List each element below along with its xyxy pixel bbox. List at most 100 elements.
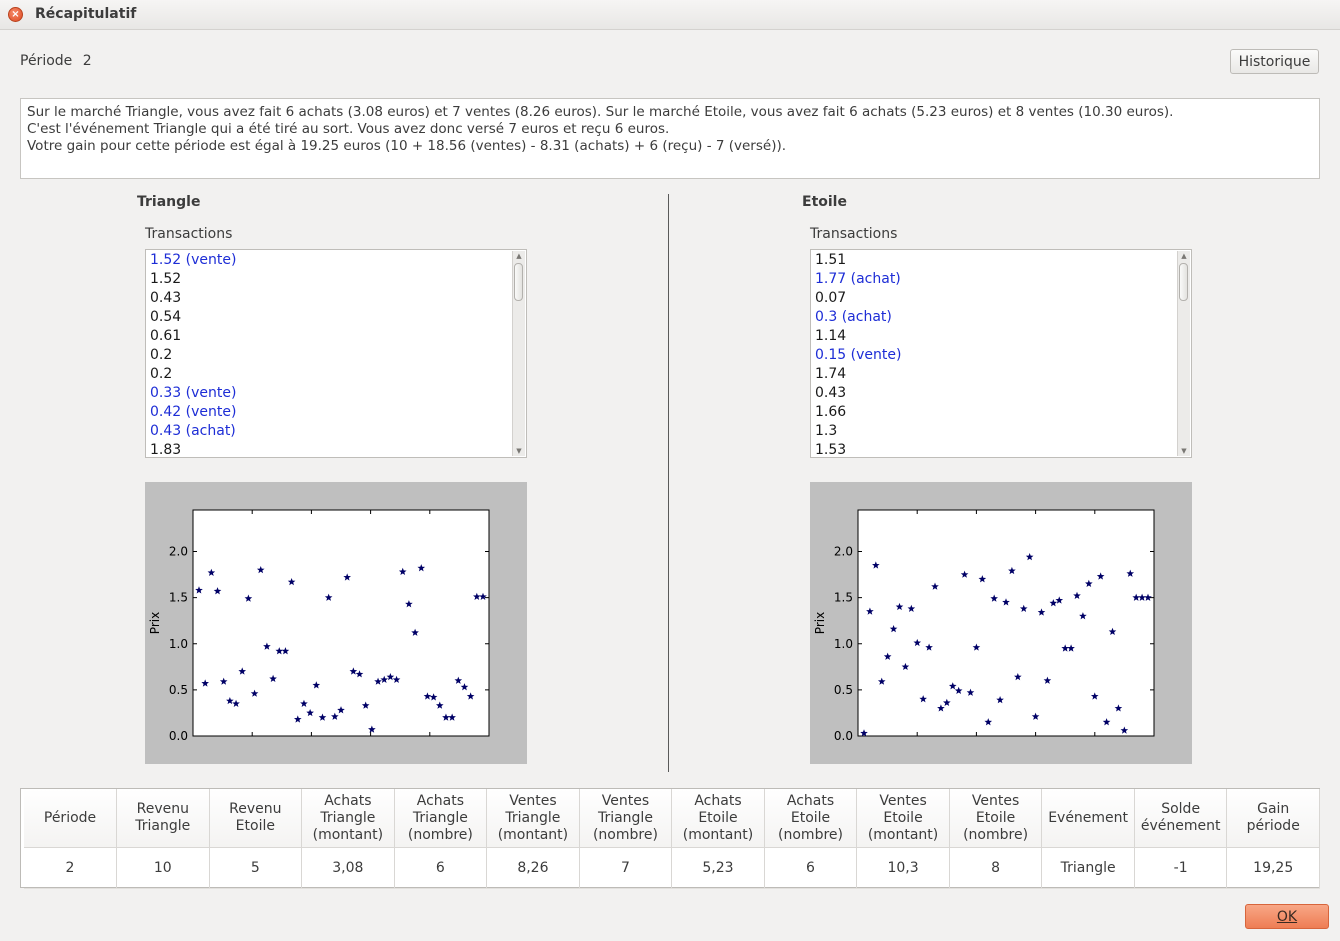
y-axis-label: Prix: [148, 612, 162, 634]
scrollbar[interactable]: ▲ ▼: [1177, 251, 1190, 456]
column-header[interactable]: Solde événement: [1134, 789, 1228, 848]
column-header[interactable]: Ventes Etoile (montant): [856, 789, 950, 848]
transaction-item[interactable]: 1.53: [815, 442, 847, 458]
data-point: [1114, 704, 1123, 712]
column-header[interactable]: Ventes Triangle (nombre): [579, 789, 673, 848]
data-point: [398, 567, 407, 576]
y-axis-label: Prix: [813, 612, 827, 634]
data-point: [943, 698, 951, 707]
data-point: [207, 568, 216, 576]
data-point: [250, 689, 259, 697]
data-point: [312, 681, 321, 689]
scroll-up-icon[interactable]: ▲: [516, 252, 522, 260]
data-point: [213, 587, 222, 595]
data-point: [1008, 566, 1016, 575]
data-point: [1079, 612, 1087, 620]
transaction-item[interactable]: 1.51: [815, 252, 847, 268]
data-point: [1025, 553, 1034, 561]
data-point: [1014, 672, 1022, 681]
data-point: [1096, 572, 1105, 580]
transaction-item[interactable]: 0.43: [150, 290, 182, 306]
y-tick-label: 1.0: [834, 637, 853, 651]
data-point: [1120, 726, 1129, 734]
transactions-list-etoile[interactable]: 1.51 1.77 (achat) 0.07 0.3 (achat) 1.14 0.15 …: [810, 249, 1192, 458]
column-header[interactable]: Achats Etoile (montant): [671, 789, 765, 848]
transaction-item[interactable]: 0.43: [815, 385, 847, 401]
chart-svg-etoile: 0.0 0.5 1.0 1.5 2.0 Prix: [813, 509, 1155, 743]
transaction-item[interactable]: 0.33 (vente): [150, 385, 237, 401]
transaction-item[interactable]: 1.83: [150, 442, 182, 458]
data-point: [442, 713, 450, 721]
transaction-item[interactable]: 0.54: [150, 309, 182, 325]
transaction-item[interactable]: 1.52 (vente): [150, 252, 237, 268]
market-title-etoile: Etoile: [802, 194, 847, 210]
table-cell: 2: [24, 847, 118, 889]
table-row: 2 10 5 3,08 6 8,26 7 5,23 6 10,3 8 Triangle -1 19,25: [24, 847, 1320, 889]
column-header[interactable]: Achats Triangle (nombre): [394, 789, 488, 848]
data-point: [226, 696, 234, 705]
transaction-item[interactable]: 0.61: [150, 328, 182, 344]
table-cell: 3,08: [301, 847, 395, 889]
transaction-item[interactable]: 0.2: [150, 347, 173, 363]
column-header[interactable]: Ventes Triangle (montant): [486, 789, 580, 848]
close-icon[interactable]: ×: [8, 7, 23, 22]
y-tick-label: 0.5: [169, 683, 188, 697]
transaction-item[interactable]: 1.3: [815, 423, 838, 439]
periode-indicator: Période 2: [20, 53, 98, 69]
scroll-down-icon[interactable]: ▼: [1181, 447, 1187, 455]
column-header[interactable]: Ventes Etoile (nombre): [949, 789, 1043, 848]
transaction-item[interactable]: 0.07: [815, 290, 847, 306]
data-point: [201, 679, 209, 687]
transaction-item[interactable]: 1.52: [150, 271, 182, 287]
scroll-thumb[interactable]: [514, 263, 523, 301]
scroll-thumb[interactable]: [1179, 263, 1188, 301]
periode-value: 2: [82, 53, 92, 69]
column-header[interactable]: Achats Triangle (montant): [301, 789, 395, 848]
data-point: [948, 682, 957, 690]
transaction-item[interactable]: 0.15 (vente): [815, 347, 902, 363]
transaction-item[interactable]: 0.43 (achat): [150, 423, 236, 439]
transaction-item[interactable]: 1.77 (achat): [815, 271, 901, 287]
data-point: [405, 600, 413, 608]
data-point: [466, 692, 475, 700]
transaction-item[interactable]: 1.74: [815, 366, 847, 382]
data-point: [275, 647, 284, 655]
table-cell: 10: [116, 847, 210, 889]
data-point: [925, 643, 933, 651]
table-cell: 6: [394, 847, 488, 889]
transaction-item[interactable]: 1.66: [815, 404, 847, 420]
summary-line: Votre gain pour cette période est égal à…: [27, 138, 787, 154]
data-point: [1126, 569, 1135, 577]
summary-text-area[interactable]: Sur le marché Triangle, vous avez fait 6…: [20, 98, 1320, 179]
data-point: [1102, 718, 1111, 726]
column-header[interactable]: Période: [24, 789, 118, 848]
column-header[interactable]: Revenu Triangle: [116, 789, 210, 848]
transaction-item[interactable]: 0.2: [150, 366, 173, 382]
column-header[interactable]: Evénement: [1041, 789, 1135, 848]
table-cell: 19,25: [1226, 847, 1320, 889]
historique-button[interactable]: Historique: [1230, 49, 1319, 74]
data-point: [937, 704, 945, 712]
column-header[interactable]: Achats Etoile (nombre): [764, 789, 858, 848]
data-point: [269, 674, 277, 683]
data-point: [889, 625, 898, 633]
transaction-item[interactable]: 0.42 (vente): [150, 404, 237, 420]
transactions-list-triangle[interactable]: 1.52 (vente) 1.52 0.43 0.54 0.61 0.2 0.2 0.33 (…: [145, 249, 527, 458]
column-header[interactable]: Revenu Etoile: [209, 789, 303, 848]
data-point: [1144, 593, 1152, 601]
scrollbar[interactable]: ▲ ▼: [512, 251, 525, 456]
column-header[interactable]: Gain période: [1226, 789, 1320, 848]
data-point: [860, 729, 868, 737]
transaction-item[interactable]: 1.14: [815, 328, 847, 344]
scroll-up-icon[interactable]: ▲: [1181, 252, 1187, 260]
data-point: [1090, 692, 1099, 700]
table-cell: 8: [949, 847, 1043, 889]
ok-button[interactable]: OK: [1245, 904, 1329, 929]
scroll-down-icon[interactable]: ▼: [516, 447, 522, 455]
price-chart-etoile: 0.0 0.5 1.0 1.5 2.0 Prix: [810, 482, 1192, 764]
data-point: [368, 725, 376, 733]
data-point: [473, 592, 481, 600]
y-tick-label: 1.5: [169, 591, 188, 605]
data-point: [984, 718, 993, 726]
transaction-item[interactable]: 0.3 (achat): [815, 309, 892, 325]
